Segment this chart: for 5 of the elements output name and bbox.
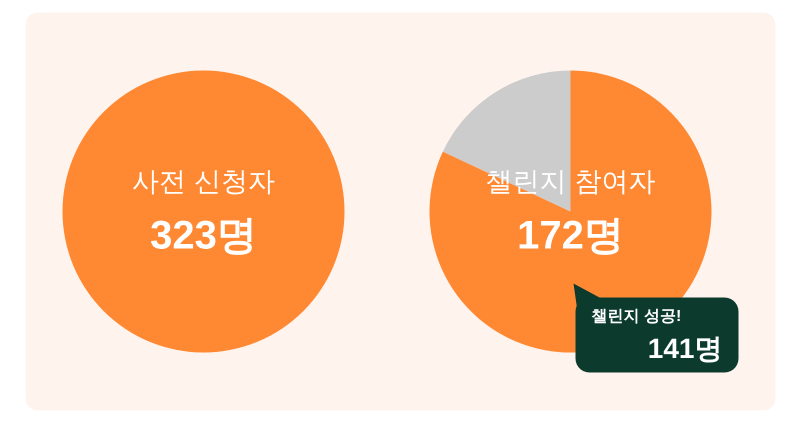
text: 172명 [517,214,624,258]
slice-label: 챌린지 성공! [592,308,682,325]
text: 사전 신청자 [132,166,275,196]
text: 323명 [150,214,257,258]
data-label: 141명 [648,333,722,364]
